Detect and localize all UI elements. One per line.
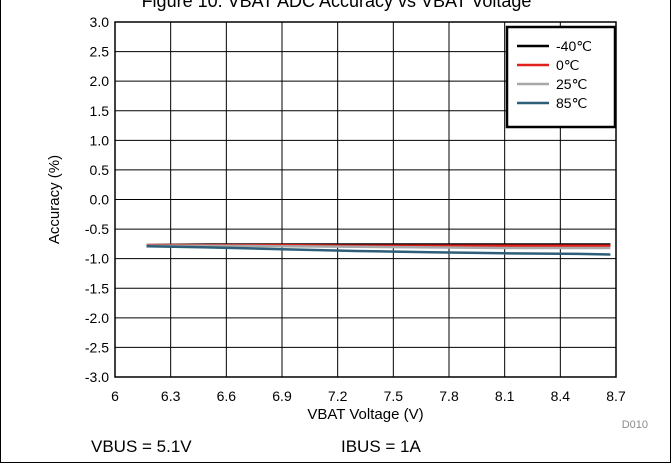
figure-id: D010 bbox=[621, 419, 648, 431]
legend-label: 85℃ bbox=[556, 95, 587, 111]
x-tick-label: 6.3 bbox=[161, 388, 181, 404]
legend-label: 0℃ bbox=[556, 57, 580, 73]
x-tick-label: 8.7 bbox=[606, 388, 626, 404]
series-line-3 bbox=[146, 244, 611, 256]
y-tick-label: -1.0 bbox=[85, 251, 109, 267]
legend: -40℃ 0℃ 25℃ 85℃ bbox=[505, 25, 617, 129]
y-tick-label: 0.0 bbox=[90, 192, 110, 208]
legend-label: 25℃ bbox=[556, 76, 587, 92]
x-tick-label: 7.2 bbox=[328, 388, 348, 404]
y-tick-label: 0.5 bbox=[90, 162, 110, 178]
x-tick-label: 8.4 bbox=[551, 388, 571, 404]
condition-vbus: VBUS = 5.1V bbox=[91, 437, 192, 456]
x-tick-label: 6 bbox=[111, 388, 119, 404]
y-tick-label: -2.0 bbox=[85, 310, 109, 326]
y-tick-label: 2.5 bbox=[90, 44, 110, 60]
x-tick-label: 7.5 bbox=[384, 388, 404, 404]
y-tick-label: 3.0 bbox=[90, 14, 110, 30]
condition-ibus: IBUS = 1A bbox=[341, 437, 421, 456]
y-tick-label: -2.5 bbox=[85, 339, 109, 355]
y-tick-label: 1.5 bbox=[90, 103, 110, 119]
y-axis-label: Accuracy (%) bbox=[46, 155, 63, 244]
y-tick-label: 2.0 bbox=[90, 73, 110, 89]
x-axis-label: VBAT Voltage (V) bbox=[307, 406, 423, 423]
y-tick-label: -3.0 bbox=[85, 369, 109, 385]
y-tick-label: -1.5 bbox=[85, 280, 109, 296]
legend-label: -40℃ bbox=[556, 38, 592, 54]
plot-frame bbox=[114, 21, 617, 378]
series-line-2 bbox=[146, 244, 611, 250]
y-tick-label: 1.0 bbox=[90, 132, 110, 148]
x-tick-label: 8.1 bbox=[495, 388, 515, 404]
x-tick-label: 6.6 bbox=[217, 388, 237, 404]
x-tick-label: 6.9 bbox=[272, 388, 292, 404]
x-tick-label: 7.8 bbox=[439, 388, 459, 404]
y-tick-label: -0.5 bbox=[85, 221, 109, 237]
figure-title: Figure 10. VBAT ADC Accuracy vs VBAT Vol… bbox=[141, 0, 532, 11]
legend-box bbox=[505, 25, 617, 129]
